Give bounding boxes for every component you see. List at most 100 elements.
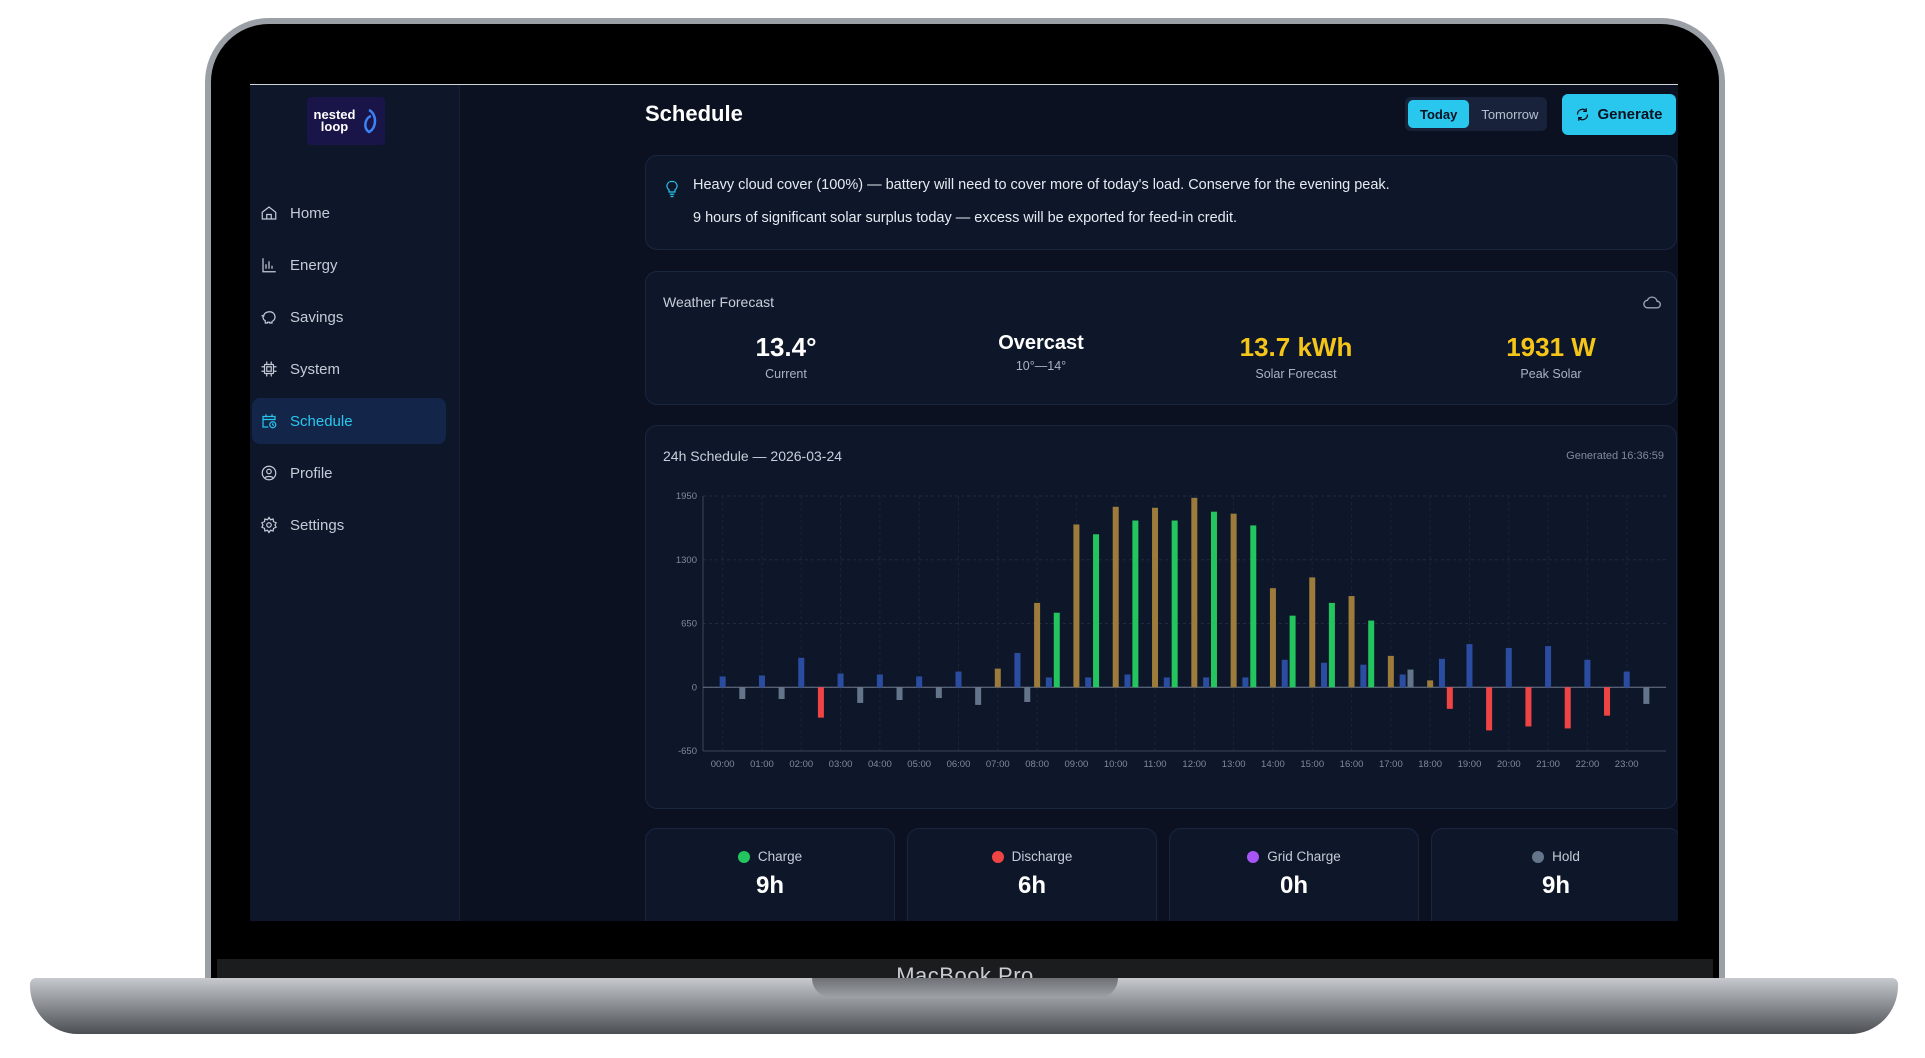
bar-solar (1309, 577, 1316, 688)
bar-solar (1152, 507, 1159, 688)
grid-charge-dot (1247, 850, 1260, 863)
main-content: Schedule Today Tomorrow Generate Heavy c… (460, 85, 1678, 921)
sidebar-item-settings[interactable]: Settings (252, 502, 446, 548)
summary-label: Hold (1552, 849, 1580, 864)
sidebar-item-schedule[interactable]: Schedule (252, 398, 446, 444)
sidebar-item-label: System (290, 360, 341, 378)
sidebar-item-savings[interactable]: Savings (252, 294, 446, 340)
bar-hold (778, 687, 785, 700)
bar-load (1545, 646, 1552, 688)
charge-dot (737, 850, 750, 863)
x-tick-label: 12:00 (1182, 759, 1206, 770)
bar-load (719, 676, 726, 688)
bar-load (1399, 674, 1406, 688)
generate-button[interactable]: Generate (1562, 94, 1676, 135)
bar-hold (1643, 687, 1650, 704)
x-tick-label: 06:00 (947, 759, 971, 770)
bar-charge (1210, 511, 1217, 688)
temp-range-label: 10°—14° (1015, 359, 1067, 373)
x-tick-label: 14:00 (1261, 759, 1285, 770)
discharge-dot (991, 850, 1004, 863)
x-tick-label: 01:00 (750, 759, 774, 770)
sidebar-item-profile[interactable]: Profile (252, 450, 446, 496)
bar-hold (739, 687, 746, 700)
x-tick-label: 05:00 (907, 759, 931, 770)
bar-solar (1230, 513, 1237, 688)
bar-load (1085, 677, 1092, 688)
bar-load (1438, 658, 1445, 688)
schedule-chart: 1950 1300 650 0 -650 00:00 01:00 02:00 03:00 04:0… (676, 491, 1666, 770)
bar-hold (896, 687, 903, 700)
sidebar-item-system[interactable]: System (252, 346, 446, 392)
peak-solar-label: Peak Solar (1520, 367, 1582, 381)
y-tick-label: 1300 (676, 555, 697, 566)
bar-load (1584, 659, 1591, 688)
sidebar-item-label: Schedule (290, 412, 353, 430)
bar-solar (1269, 588, 1276, 688)
bar-solar (994, 668, 1001, 688)
bar-hold (935, 687, 942, 699)
laptop-notch (812, 978, 1118, 998)
bar-load (955, 671, 962, 688)
user-circle-icon (261, 465, 277, 481)
x-tick-label: 09:00 (1065, 759, 1089, 770)
summary-value: 9h (1541, 872, 1570, 899)
y-tick-label: 650 (681, 619, 697, 630)
bar-load (758, 675, 765, 688)
bar-load (876, 674, 883, 688)
bar-load (1321, 662, 1328, 688)
today-button[interactable]: Today (1408, 100, 1470, 128)
bar-load (1203, 677, 1210, 688)
bar-load (1505, 648, 1512, 688)
condition-stat: Overcast 10°—14° (941, 332, 1141, 373)
sidebar-item-home[interactable]: Home (252, 190, 446, 236)
x-tick-label: 20:00 (1497, 759, 1521, 770)
insights-card: Heavy cloud cover (100%) — battery will … (645, 155, 1677, 250)
summary-card-grid-charge: Grid Charge 0h (1169, 828, 1419, 921)
bar-charge (1053, 612, 1060, 688)
bar-hold (1024, 687, 1031, 702)
generated-timestamp: Generated 16:36:59 (1566, 450, 1664, 462)
tomorrow-button[interactable]: Tomorrow (1481, 106, 1539, 122)
sidebar-item-label: Settings (290, 516, 345, 534)
x-tick-label: 18:00 (1418, 759, 1442, 770)
bar-charge (1328, 602, 1335, 688)
bar-solar (1348, 596, 1355, 688)
sidebar-item-label: Home (290, 204, 331, 222)
bar-charge (1093, 534, 1100, 688)
refresh-icon (1577, 108, 1589, 121)
bar-load (837, 673, 844, 688)
brand-logo[interactable]: nested loop (307, 97, 385, 145)
x-tick-label: 13:00 (1222, 759, 1246, 770)
bar-charge (1289, 615, 1296, 688)
bar-charge (1368, 620, 1375, 688)
bar-load (1623, 671, 1630, 688)
insight-text: Heavy cloud cover (100%) — battery will … (693, 177, 1390, 193)
bar-charge (1250, 525, 1257, 688)
x-tick-label: 22:00 (1575, 759, 1599, 770)
current-temp-label: Current (765, 367, 807, 381)
weather-title: Weather Forecast (663, 294, 775, 310)
weather-forecast-card: Weather Forecast 13.4° Current Overcast … (645, 271, 1677, 405)
summary-value: 0h (1279, 872, 1308, 899)
bar-hold (857, 687, 864, 703)
summary-card-hold: Hold 9h (1431, 828, 1678, 921)
logo-swirl-icon (363, 108, 376, 134)
x-tick-label: 03:00 (829, 759, 853, 770)
sidebar-item-energy[interactable]: Energy (252, 242, 446, 288)
sidebar-item-label: Savings (290, 308, 344, 326)
bar-solar (1112, 506, 1119, 688)
x-tick-label: 21:00 (1536, 759, 1560, 770)
x-tick-label: 07:00 (986, 759, 1010, 770)
bar-load (916, 676, 923, 688)
bar-load (1360, 664, 1367, 688)
sidebar: nested loop Home Energy Savings System (250, 85, 460, 921)
summary-label: Charge (757, 849, 803, 864)
solar-forecast-value: 13.7 kWh (1239, 332, 1353, 362)
x-tick-label: 16:00 (1340, 759, 1364, 770)
sidebar-nav: Home Energy Savings System Schedule Prof… (250, 190, 460, 554)
condition-value: Overcast (998, 332, 1084, 354)
page-title: Schedule (645, 101, 743, 126)
x-tick-label: 04:00 (868, 759, 892, 770)
current-temp-stat: 13.4° Current (686, 332, 886, 381)
